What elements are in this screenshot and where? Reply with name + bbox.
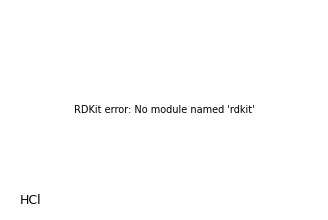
Text: HCl: HCl xyxy=(20,194,41,207)
Text: RDKit error: No module named 'rdkit': RDKit error: No module named 'rdkit' xyxy=(74,105,254,115)
